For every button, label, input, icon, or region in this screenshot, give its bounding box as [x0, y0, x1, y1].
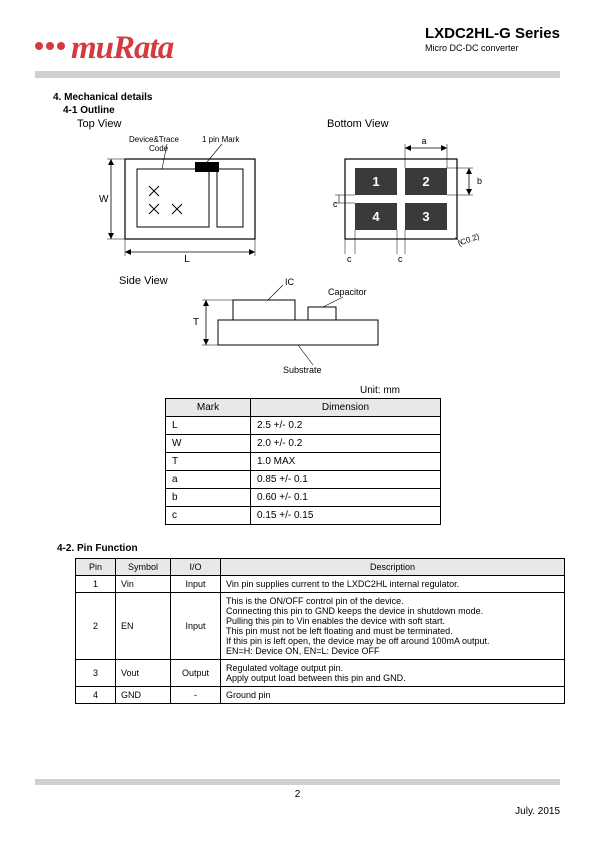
- table-row: b0.60 +/- 0.1: [166, 489, 441, 507]
- side-view-diagram: T IC Capacitor Substrate: [188, 275, 428, 375]
- top-view-diagram: W L Device&Trace Code 1 pin Mark: [77, 134, 287, 264]
- io-cell: Output: [171, 660, 221, 687]
- symbol-cell: EN: [116, 593, 171, 660]
- dim-value-cell: 1.0 MAX: [251, 453, 441, 471]
- svg-text:Device&Trace: Device&Trace: [129, 135, 179, 144]
- pin-function-table: Pin Symbol I/O Description 1VinInputVin …: [75, 558, 565, 704]
- unit-label: Unit: mm: [35, 385, 400, 396]
- bottom-view-block: Bottom View 1 2 4 3 a: [327, 118, 507, 267]
- brand-logo: muRata: [35, 30, 173, 67]
- logo-dot: [35, 42, 43, 50]
- desc-cell: Vin pin supplies current to the LXDC2HL …: [221, 576, 565, 593]
- io-cell: -: [171, 687, 221, 704]
- footer-date: July. 2015: [35, 806, 560, 817]
- pin-th-desc: Description: [221, 559, 565, 576]
- svg-text:IC: IC: [285, 277, 295, 287]
- page-footer: 2 July. 2015: [35, 779, 560, 817]
- svg-text:a: a: [421, 136, 426, 146]
- table-row: 3VoutOutputRegulated voltage output pin.…: [76, 660, 565, 687]
- header-divider: [35, 71, 560, 78]
- svg-text:c: c: [398, 254, 403, 264]
- dim-mark-cell: c: [166, 507, 251, 525]
- subtitle: Micro DC-DC converter: [425, 43, 560, 53]
- table-row: 2ENInputThis is the ON/OFF control pin o…: [76, 593, 565, 660]
- footer-divider: [35, 779, 560, 785]
- svg-text:L: L: [184, 254, 190, 264]
- svg-text:1 pin Mark: 1 pin Mark: [202, 135, 240, 144]
- pin-cell: 1: [76, 576, 116, 593]
- bottom-view-diagram: 1 2 4 3 a b c: [327, 134, 507, 264]
- table-row: W2.0 +/- 0.2: [166, 435, 441, 453]
- table-row: T1.0 MAX: [166, 453, 441, 471]
- svg-text:Capacitor: Capacitor: [328, 287, 367, 297]
- pin-th-pin: Pin: [76, 559, 116, 576]
- svg-text:2: 2: [422, 174, 429, 189]
- symbol-cell: GND: [116, 687, 171, 704]
- dim-th-dim: Dimension: [251, 399, 441, 417]
- section-4-2-title: 4-2. Pin Function: [57, 543, 560, 554]
- dim-mark-cell: L: [166, 417, 251, 435]
- symbol-cell: Vout: [116, 660, 171, 687]
- dim-mark-cell: W: [166, 435, 251, 453]
- logo-text: muRata: [71, 30, 173, 67]
- symbol-cell: Vin: [116, 576, 171, 593]
- dim-mark-cell: a: [166, 471, 251, 489]
- svg-text:(C0.2): (C0.2): [457, 232, 481, 248]
- table-row: L2.5 +/- 0.2: [166, 417, 441, 435]
- dim-value-cell: 2.5 +/- 0.2: [251, 417, 441, 435]
- pin-th-sym: Symbol: [116, 559, 171, 576]
- io-cell: Input: [171, 576, 221, 593]
- svg-text:c: c: [333, 199, 338, 209]
- w-label: W: [99, 194, 109, 205]
- page-number: 2: [35, 789, 560, 800]
- pin-th-io: I/O: [171, 559, 221, 576]
- page-header: muRata LXDC2HL-G Series Micro DC-DC conv…: [35, 25, 560, 67]
- desc-cell: Regulated voltage output pin. Apply outp…: [221, 660, 565, 687]
- table-row: 4GND-Ground pin: [76, 687, 565, 704]
- dim-value-cell: 2.0 +/- 0.2: [251, 435, 441, 453]
- svg-text:1: 1: [372, 174, 379, 189]
- pin-cell: 3: [76, 660, 116, 687]
- logo-dot: [57, 42, 65, 50]
- side-view-row: Side View T IC Capacitor Substrate: [119, 275, 560, 375]
- top-view-label: Top View: [77, 118, 287, 130]
- pin-cell: 4: [76, 687, 116, 704]
- table-row: c0.15 +/- 0.15: [166, 507, 441, 525]
- dimension-table: Mark Dimension L2.5 +/- 0.2W2.0 +/- 0.2T…: [165, 398, 441, 525]
- svg-text:b: b: [477, 176, 482, 186]
- bottom-view-label: Bottom View: [327, 118, 507, 130]
- dim-th-mark: Mark: [166, 399, 251, 417]
- series-title: LXDC2HL-G Series: [425, 25, 560, 42]
- dim-value-cell: 0.60 +/- 0.1: [251, 489, 441, 507]
- io-cell: Input: [171, 593, 221, 660]
- dim-value-cell: 0.15 +/- 0.15: [251, 507, 441, 525]
- dim-mark-cell: T: [166, 453, 251, 471]
- svg-text:Code: Code: [149, 144, 169, 153]
- svg-text:T: T: [193, 317, 199, 328]
- svg-text:c: c: [347, 254, 352, 264]
- pin-cell: 2: [76, 593, 116, 660]
- logo-dots: [35, 42, 65, 50]
- dim-value-cell: 0.85 +/- 0.1: [251, 471, 441, 489]
- logo-dot: [46, 42, 54, 50]
- table-row: a0.85 +/- 0.1: [166, 471, 441, 489]
- top-view-block: Top View W: [77, 118, 287, 267]
- side-view-label: Side View: [119, 275, 168, 287]
- desc-cell: Ground pin: [221, 687, 565, 704]
- section-4-title: 4. Mechanical details: [53, 92, 560, 103]
- outline-views: Top View W: [77, 118, 560, 375]
- desc-cell: This is the ON/OFF control pin of the de…: [221, 593, 565, 660]
- svg-text:Substrate: Substrate: [283, 365, 322, 375]
- dim-mark-cell: b: [166, 489, 251, 507]
- svg-text:3: 3: [422, 209, 429, 224]
- svg-text:4: 4: [372, 209, 380, 224]
- table-row: 1VinInputVin pin supplies current to the…: [76, 576, 565, 593]
- section-4-1-title: 4-1 Outline: [63, 105, 560, 116]
- top-bottom-row: Top View W: [77, 118, 560, 267]
- title-block: LXDC2HL-G Series Micro DC-DC converter: [425, 25, 560, 53]
